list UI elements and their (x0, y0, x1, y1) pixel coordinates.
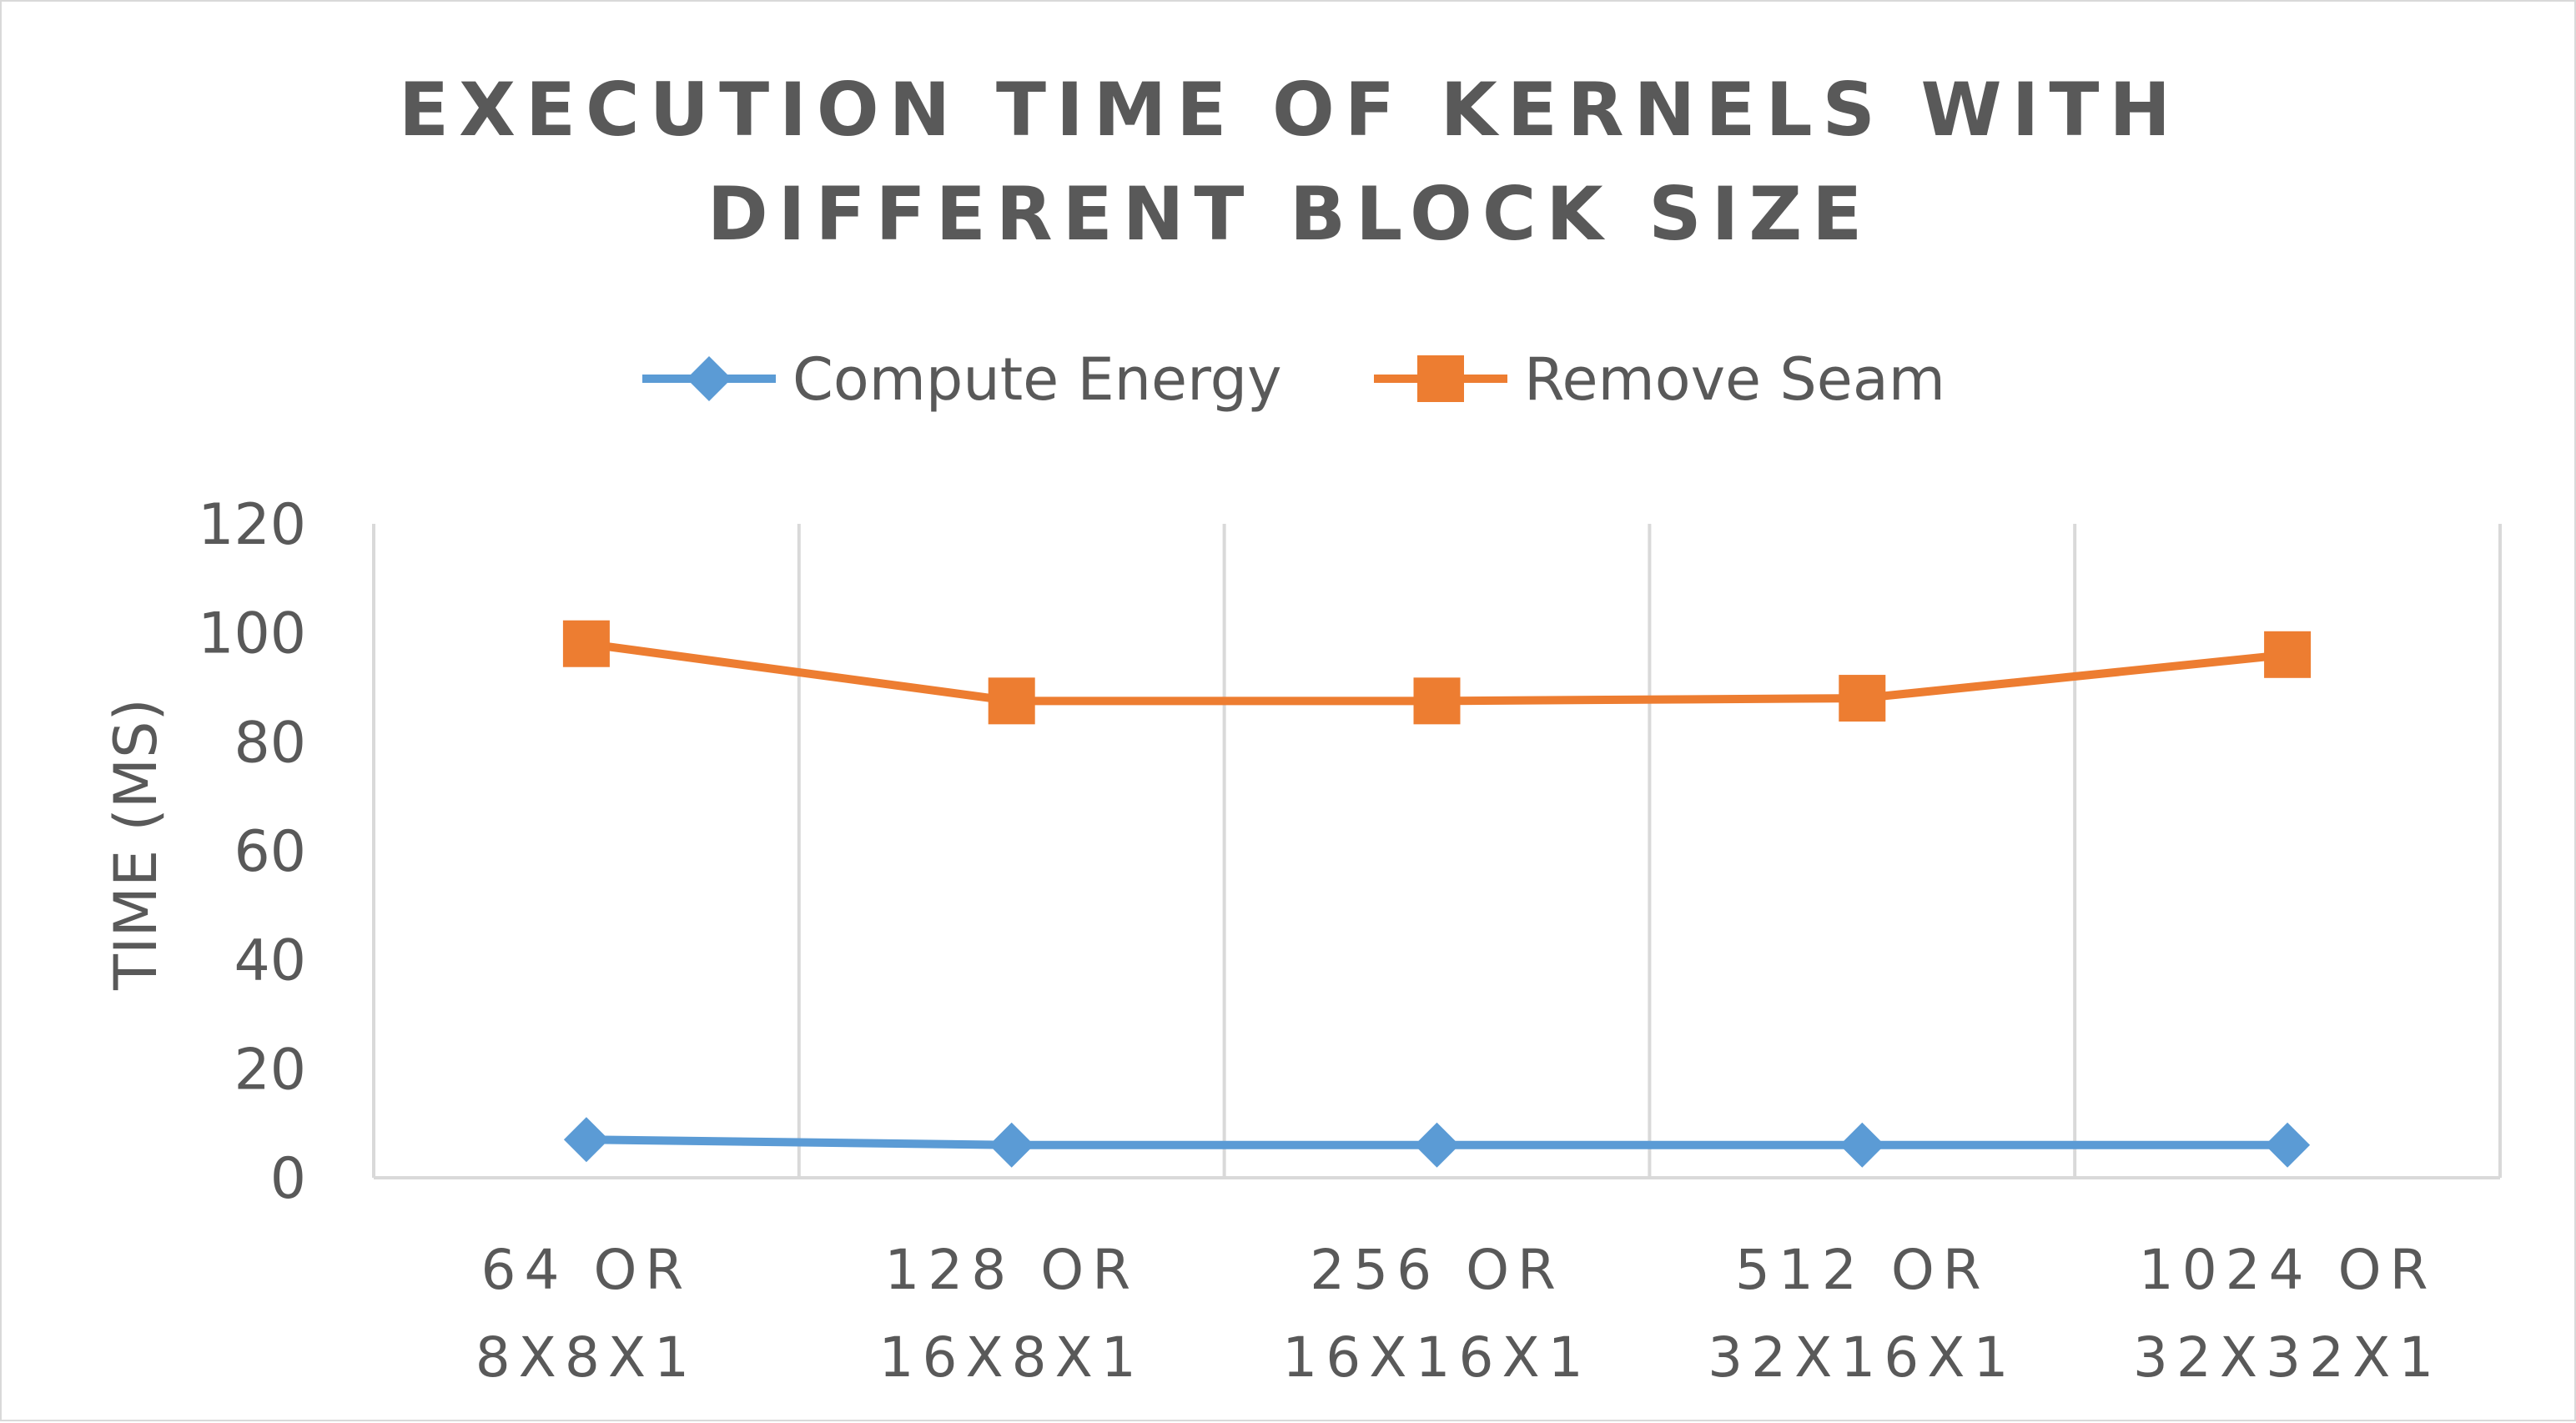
gridlines (372, 524, 2502, 1179)
legend-label-compute-energy: Compute Energy (792, 345, 1282, 414)
data-point-compute-energy (1839, 1122, 1885, 1168)
y-tick-label: 100 (198, 601, 306, 667)
x-tick-label: 32X16X1 (1708, 1325, 2016, 1390)
chart-title: EXECUTION TIME OF KERNELS WITH DIFFERENT… (399, 67, 2181, 257)
y-tick-label: 60 (234, 819, 306, 885)
data-point-compute-energy (989, 1122, 1034, 1168)
y-tick-label: 20 (234, 1037, 306, 1103)
chart-title-line-1: EXECUTION TIME OF KERNELS WITH (399, 67, 2181, 153)
data-point-remove-seam (1839, 675, 1886, 722)
y-tick-label: 120 (198, 492, 306, 558)
x-tick-label: 8X8X1 (475, 1325, 697, 1390)
x-tick-label: 256 OR (1310, 1238, 1564, 1302)
x-tick-label: 32X32X1 (2133, 1325, 2442, 1390)
data-point-remove-seam (562, 620, 610, 667)
data-point-remove-seam (2264, 631, 2312, 678)
series-group (562, 620, 2312, 1168)
x-tick-label: 128 OR (884, 1238, 1139, 1302)
x-axis-ticks: 64 OR 8X8X1 128 OR 16X8X1 256 OR 16X16X1 512 O… (475, 1238, 2442, 1390)
legend-marker-remove-seam (1417, 355, 1464, 402)
legend-marker-compute-energy (687, 356, 732, 401)
x-tick-label: 512 OR (1735, 1238, 1990, 1302)
x-tick-label: 1024 OR (2139, 1238, 2437, 1302)
x-tick-label: 16X16X1 (1282, 1325, 1591, 1390)
legend: Compute Energy Remove Seam (642, 345, 1945, 414)
data-point-remove-seam (1413, 677, 1461, 725)
y-tick-label: 40 (234, 928, 306, 994)
data-point-compute-energy (1414, 1122, 1460, 1168)
x-tick-label: 64 OR (481, 1238, 692, 1302)
y-tick-label: 80 (234, 710, 306, 776)
y-axis-ticks: 0 20 40 60 80 100 120 (198, 492, 306, 1212)
y-axis-label: TIME (MS) (102, 698, 170, 991)
x-tick-label: 16X8X1 (878, 1325, 1144, 1390)
data-point-compute-energy (2265, 1122, 2311, 1168)
chart-title-line-2: DIFFERENT BLOCK SIZE (707, 171, 1873, 257)
legend-label-remove-seam: Remove Seam (1524, 345, 1945, 414)
data-point-remove-seam (988, 677, 1035, 725)
data-point-compute-energy (563, 1117, 609, 1163)
y-tick-label: 0 (270, 1146, 306, 1212)
